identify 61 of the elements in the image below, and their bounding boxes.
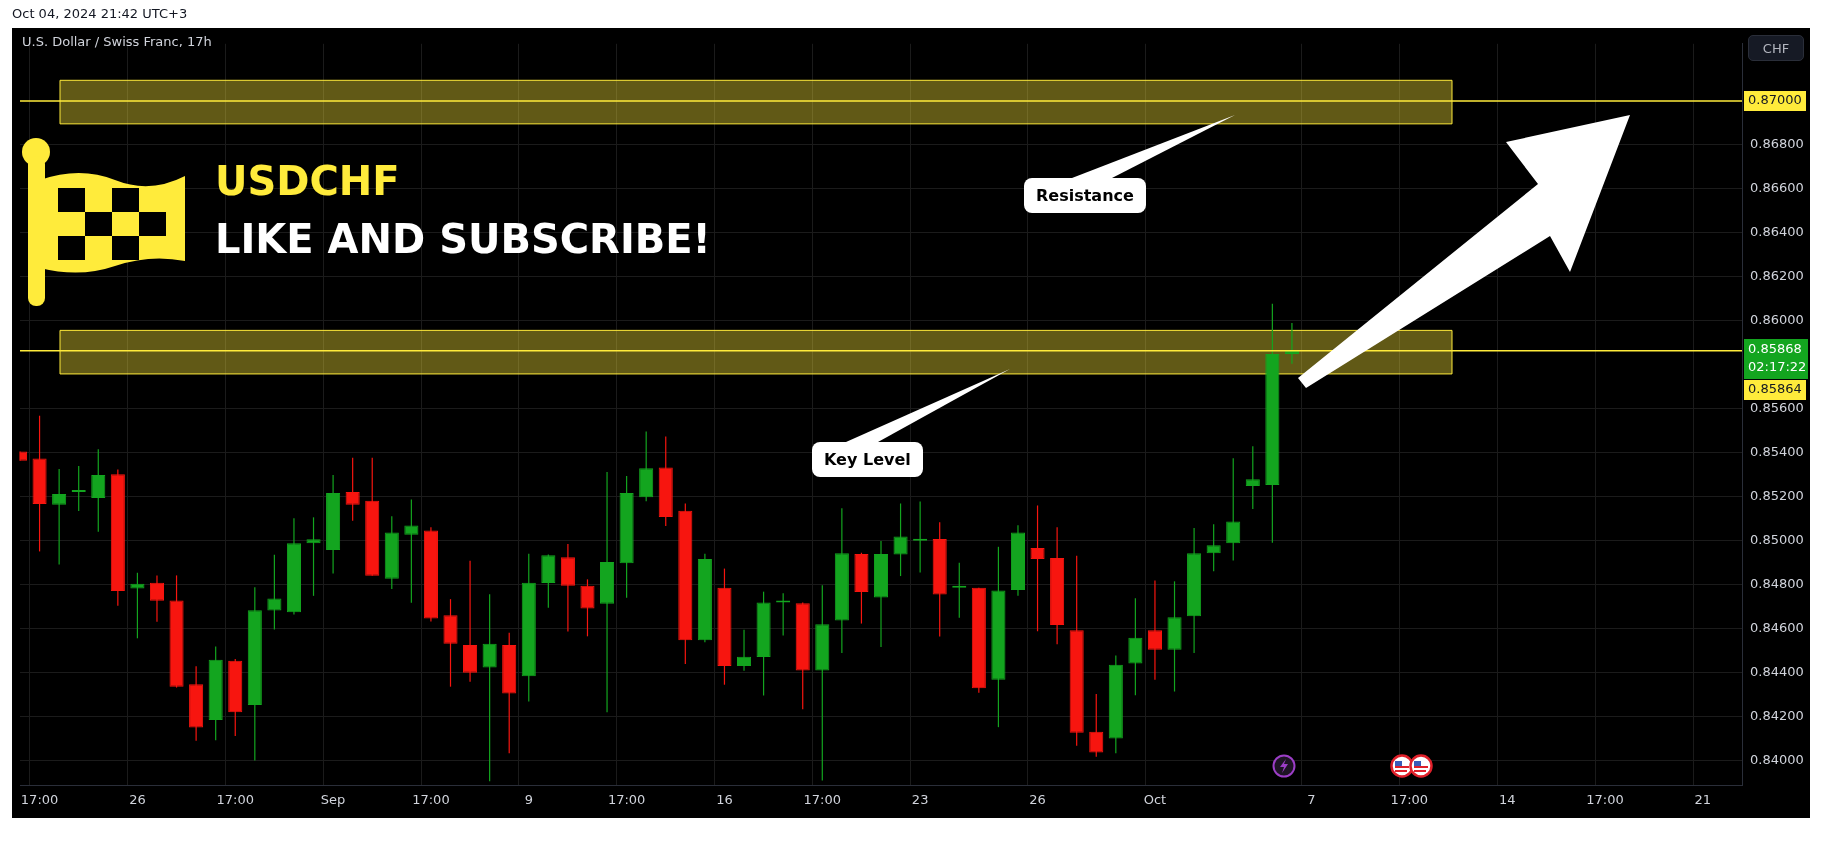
candlestick [130, 572, 145, 639]
y-tick-label: 0.85200 [1750, 488, 1804, 504]
candlestick [71, 465, 86, 512]
candlestick [893, 502, 908, 577]
x-tick-label: 16 [716, 792, 733, 808]
y-tick-label: 0.84600 [1750, 620, 1804, 636]
text: 02:17:22 [1748, 359, 1807, 375]
annotation: Resistance [1024, 178, 1146, 213]
candlestick [736, 629, 752, 672]
annotation: Key Level [812, 442, 923, 477]
x-tick-label: 17:00 [803, 792, 842, 808]
x-tick-label: 17:00 [216, 792, 254, 808]
candlestick [91, 448, 106, 533]
x-tick-label: 17:00 [20, 792, 59, 808]
candlestick [404, 498, 419, 604]
annotation: LIKE AND SUBSCRIBE! [215, 216, 711, 262]
candlestick [52, 468, 67, 565]
x-tick-label: 9 [524, 792, 533, 808]
y-tick-label: 0.85400 [1750, 444, 1804, 460]
x-tick-label: Oct [1143, 792, 1167, 808]
candlestick [1147, 579, 1162, 681]
x-tick-label: 17:00 [607, 792, 646, 808]
y-tick-label: 0.86400 [1750, 224, 1804, 240]
y-tick-label: 0.86000 [1750, 312, 1804, 328]
y-tick-label: 0.85000 [1750, 532, 1804, 548]
ref-line-label: 0.87000 [1748, 92, 1802, 108]
candlestick [1128, 597, 1143, 696]
x-tick-label: 17:00 [1390, 792, 1429, 808]
y-tick-label: 0.84000 [1750, 752, 1804, 768]
candlestick [306, 516, 321, 597]
y-tick-label: 0.84400 [1750, 664, 1804, 680]
y-tick-label: 0.86800 [1750, 136, 1804, 152]
candlestick [482, 593, 497, 782]
ref-line-label: 0.85864 [1748, 381, 1802, 397]
y-tick-label: 0.85600 [1750, 400, 1804, 416]
candlestick [1206, 523, 1221, 572]
x-tick-label: 17:00 [1586, 792, 1624, 808]
text: 0.85868 [1748, 341, 1802, 357]
candlestick [1089, 693, 1104, 758]
candlestick [267, 554, 282, 631]
x-tick-label: 17:00 [412, 792, 450, 808]
y-tick-label: 0.84200 [1750, 708, 1804, 724]
x-tick-label: 26 [1029, 792, 1046, 808]
candlestick [1245, 445, 1260, 510]
x-tick-label: 7 [1307, 792, 1316, 808]
x-tick-label: 14 [1498, 792, 1516, 808]
y-tick-label: 0.84800 [1750, 576, 1804, 592]
chart-title: U.S. Dollar / Swiss Franc, 17h [22, 34, 212, 49]
candlestick [580, 578, 595, 637]
chart-subtitle: Oct 04, 2024 21:42 UTC+3 [12, 6, 188, 21]
candlestick [1226, 457, 1241, 562]
x-tick-label: 26 [129, 792, 146, 808]
y-tick-label: 0.86600 [1750, 180, 1804, 196]
candlestick [1030, 504, 1045, 632]
x-tick-label: 21 [1694, 792, 1712, 808]
annotation: USDCHF [215, 158, 400, 204]
candlestick [345, 457, 360, 522]
y-tick-label: 0.86200 [1750, 268, 1804, 284]
x-tick-label: Sep [320, 792, 346, 808]
y-axis-title: CHF [1748, 35, 1804, 61]
x-tick-label: 23 [911, 792, 929, 808]
